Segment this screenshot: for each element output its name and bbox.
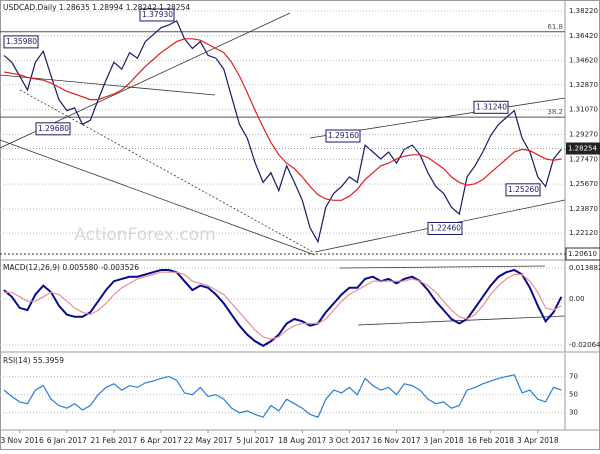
price-box [427, 221, 463, 235]
annotation: 1.37930 [142, 10, 173, 19]
trend-line [0, 74, 216, 96]
y-tick-label: 30 [569, 409, 578, 417]
x-tick-label: 23 Nov 2016 [0, 436, 44, 445]
last-label: 1.28254 [568, 145, 597, 153]
x-tick-label: 6 Jan 2017 [47, 436, 87, 445]
x-tick-label: 16 Nov 2017 [372, 436, 420, 445]
annotation: 1.31240 [476, 102, 507, 111]
series-line [3, 374, 562, 418]
x-tick-label: 5 Jul 2017 [236, 436, 274, 445]
support-label: 1.20610 [568, 250, 597, 258]
x-tick-label: 3 Jan 2018 [423, 436, 463, 445]
y-tick-label: 50 [569, 391, 578, 399]
series-line [3, 20, 562, 244]
series-line [3, 268, 563, 347]
y-tick-label: 1.22120 [569, 229, 598, 237]
series-line [4, 271, 562, 340]
price-box [325, 129, 361, 143]
x-tick-label: 22 May 2017 [184, 436, 233, 445]
y-tick-label: 1.29270 [569, 130, 598, 138]
trend-line [0, 139, 316, 256]
x-tick-label: 6 Apr 2017 [140, 436, 182, 445]
watermark: ActionForex.com [74, 225, 215, 245]
trend-line [357, 315, 566, 326]
last-box [566, 142, 600, 155]
price-box [139, 8, 175, 22]
annotation: 1.22460 [430, 223, 461, 232]
annotation: 1.29680 [38, 124, 69, 133]
y-tick-label: 1.31070 [569, 106, 598, 114]
y-tick-label: 1.38220 [569, 7, 598, 15]
price-box [473, 100, 509, 114]
y-tick-label: 1.23870 [569, 205, 598, 213]
annotation: 1.35980 [6, 37, 37, 46]
y-tick-label: 0.013882 [569, 264, 600, 272]
y-tick-label: 70 [569, 373, 578, 381]
x-tick-label: 21 Feb 2017 [91, 436, 138, 445]
price-box [3, 35, 39, 49]
price-box [35, 122, 71, 136]
price-box [505, 183, 541, 197]
series-line [3, 38, 562, 201]
y-tick-label: -0.020648 [569, 341, 600, 349]
x-tick-label: 18 Aug 2017 [278, 436, 326, 445]
price-box [565, 247, 600, 261]
y-tick-label: 1.32870 [569, 81, 598, 89]
y-tick-label: 1.34620 [569, 57, 598, 65]
x-tick-label: 16 Feb 2018 [467, 436, 514, 445]
fib-label: 61.8 [547, 23, 563, 31]
y-tick-label: 0.00 [569, 295, 585, 303]
fib-label: 38.2 [547, 108, 563, 116]
y-tick-label: 1.27470 [569, 155, 598, 163]
y-tick-label: 1.25670 [569, 180, 598, 188]
x-tick-label: 3 Oct 2017 [329, 436, 371, 445]
trend-line [339, 265, 546, 269]
annotation: 1.29160 [328, 131, 359, 140]
annotation: 1.25260 [508, 185, 539, 194]
x-tick-label: 3 Apr 2018 [517, 436, 559, 445]
panel-title: RSI(14) 55.3959 [3, 356, 64, 365]
y-tick-label: 1.36420 [569, 32, 598, 40]
panel-title: USDCAD.Daily 1.28635 1.28994 1.28242 1.2… [3, 3, 190, 12]
panel-title: MACD(12,26,9) 0.005580 -0.003526 [3, 263, 139, 272]
